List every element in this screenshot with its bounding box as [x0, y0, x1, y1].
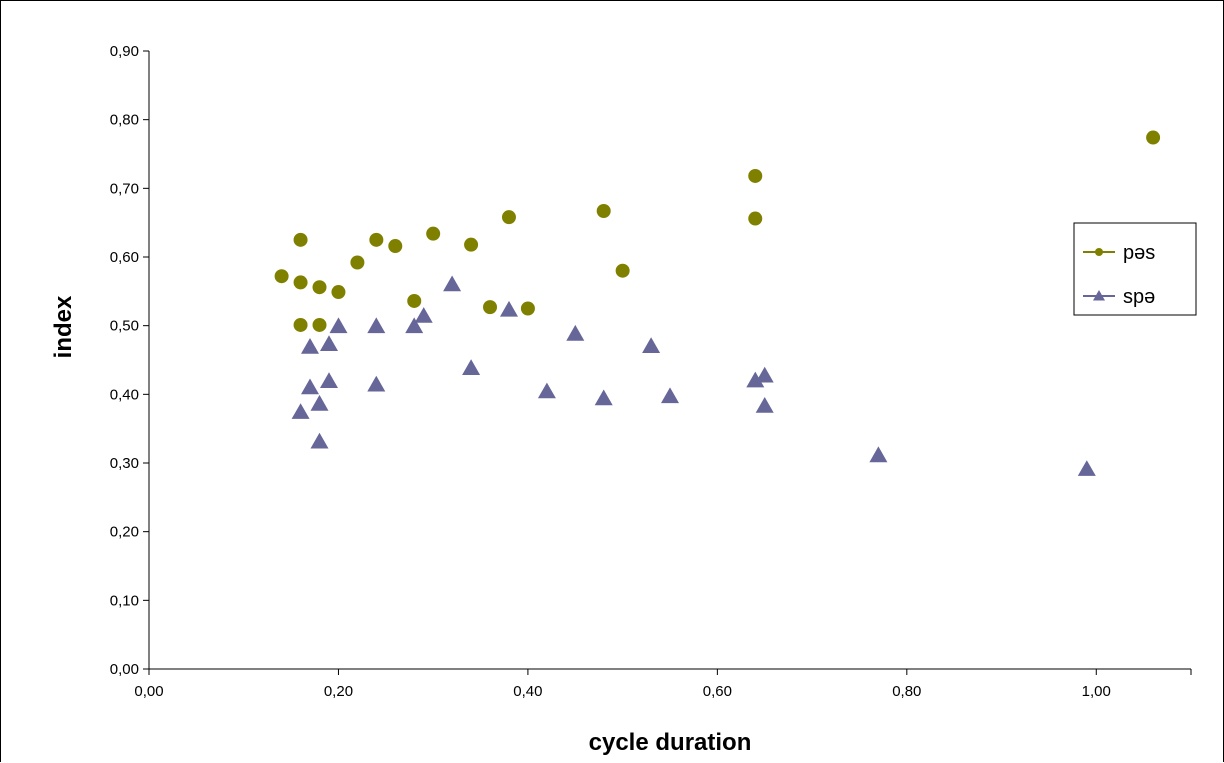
y-axis-title: index: [50, 295, 77, 358]
y-tick-label: 0,80: [110, 112, 139, 129]
circle-data-point: [274, 269, 289, 284]
triangle-data-point: [443, 275, 462, 292]
y-axis-ticks: 0,00 0,10 0,20 0,30 0,40 0,50 0,60 0,70 0,80 0,90: [110, 43, 149, 678]
circle-data-point: [596, 203, 611, 218]
x-tick-label: 1,00: [1082, 683, 1111, 700]
y-tick-label: 0,30: [110, 455, 139, 472]
triangle-data-point: [301, 338, 319, 354]
x-tick-label: 0,20: [324, 683, 353, 700]
circle-data-point: [293, 317, 308, 332]
x-tick-label: 0,80: [892, 683, 921, 700]
circle-data-point: [483, 300, 498, 315]
triangle-data-point: [414, 307, 433, 323]
circle-data-point: [312, 317, 327, 332]
x-tick-label: 0,60: [703, 683, 732, 700]
triangle-data-point: [320, 335, 338, 351]
y-tick-label: 0,90: [110, 43, 139, 60]
triangle-data-point: [566, 324, 585, 341]
x-tick-label: 0,00: [134, 683, 163, 700]
triangle-data-point: [367, 317, 386, 334]
triangle-data-point: [537, 382, 556, 399]
triangle-data-point: [329, 317, 348, 334]
circle-data-point: [615, 263, 630, 278]
y-tick-label: 0,70: [110, 180, 139, 197]
triangle-data-point: [594, 389, 613, 406]
legend-label: spə: [1123, 286, 1155, 308]
x-axis-ticks: 0,00 0,20 0,40 0,60 0,80 1,00: [134, 669, 1192, 700]
y-tick-label: 0,20: [110, 524, 139, 541]
triangle-data-point: [405, 317, 424, 334]
legend: pəs spə: [1073, 222, 1197, 316]
triangle-data-point: [310, 394, 329, 411]
data-points: [274, 130, 1161, 476]
circle-data-point: [1146, 130, 1161, 145]
triangle-data-point: [291, 403, 310, 419]
legend-label: pəs: [1123, 242, 1155, 264]
series-2: [291, 275, 1096, 476]
circle-data-point: [388, 239, 403, 254]
y-tick-label: 0,10: [110, 592, 139, 609]
x-axis-title: cycle duration: [589, 729, 752, 756]
y-tick-label: 0,50: [110, 318, 139, 335]
triangle-data-point: [755, 366, 774, 383]
triangle-data-point: [642, 337, 661, 353]
circle-data-point: [369, 232, 384, 247]
y-tick-label: 0,60: [110, 249, 139, 266]
circle-data-point: [748, 211, 763, 226]
triangle-data-point: [301, 378, 319, 395]
triangle-data-point: [320, 372, 338, 388]
triangle-data-point: [869, 446, 888, 463]
triangle-data-point: [462, 359, 481, 375]
circle-data-point: [312, 280, 327, 295]
circle-data-point: [464, 237, 479, 252]
circle-data-point: [520, 301, 535, 316]
legend-circle-marker: [1095, 248, 1103, 256]
series-1: [274, 130, 1161, 332]
triangle-data-point: [310, 432, 329, 449]
circle-data-point: [501, 210, 516, 225]
triangle-data-point: [746, 371, 765, 388]
y-tick-label: 0,40: [110, 386, 139, 403]
circle-data-point: [293, 275, 308, 290]
x-tick-label: 0,40: [513, 683, 542, 700]
circle-data-point: [350, 255, 365, 270]
circle-data-point: [331, 285, 346, 300]
circle-data-point: [426, 226, 441, 241]
triangle-data-point: [367, 375, 386, 392]
axes: [148, 51, 1191, 670]
legend-triangle-marker: [1093, 290, 1105, 301]
circle-data-point: [293, 232, 308, 247]
circle-data-point: [407, 293, 422, 308]
circle-data-point: [748, 168, 763, 183]
triangle-data-point: [661, 387, 679, 404]
triangle-data-point: [755, 397, 774, 413]
triangle-data-point: [500, 300, 518, 317]
y-tick-label: 0,00: [110, 661, 139, 678]
triangle-data-point: [1077, 460, 1096, 476]
